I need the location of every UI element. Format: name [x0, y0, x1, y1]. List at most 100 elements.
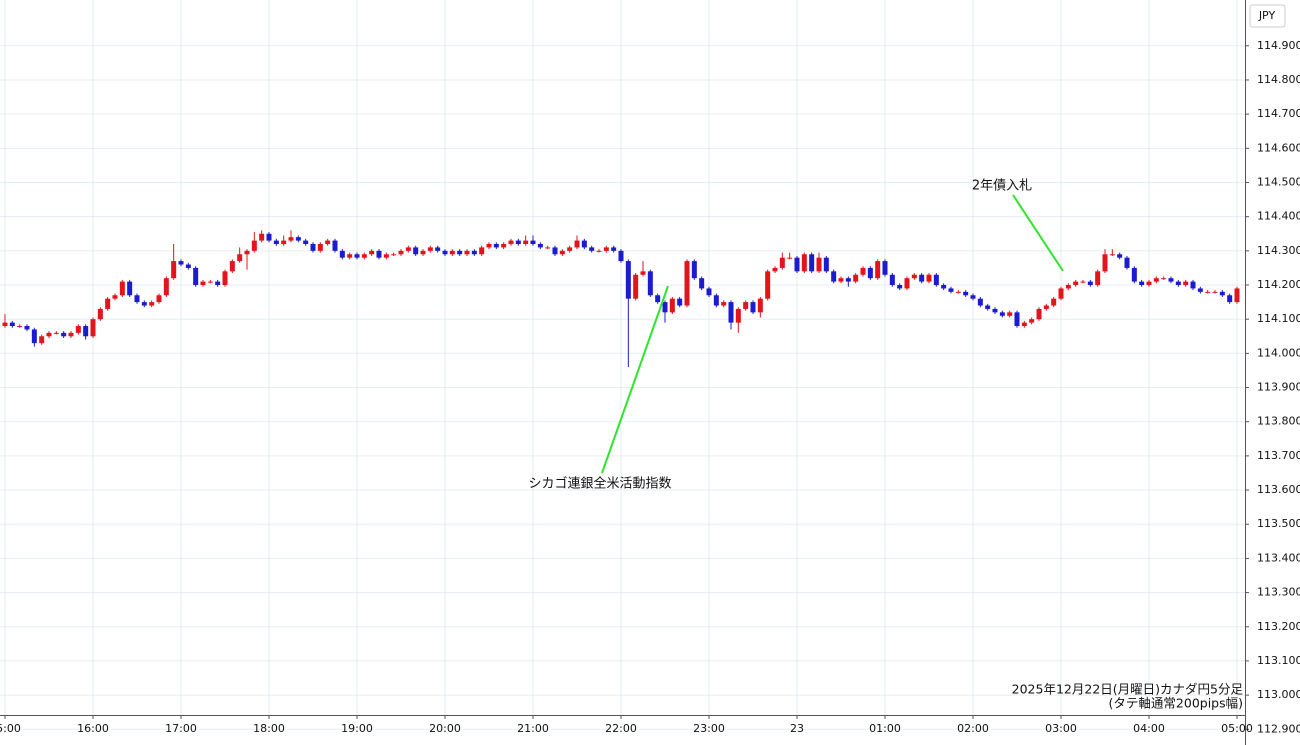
candle-body — [501, 244, 507, 248]
candle-body — [889, 274, 895, 286]
candle-body — [61, 332, 67, 337]
candle-body — [1161, 278, 1167, 280]
candle-body — [39, 336, 45, 344]
chart-note: 2025年12月22日(月曜日)カナダ円5分足 — [1012, 682, 1244, 697]
candle-body — [618, 250, 624, 262]
candle-body — [757, 298, 763, 313]
y-tick-label: 113.900 — [1257, 381, 1300, 394]
candle-body — [1058, 288, 1064, 299]
y-tick-label: 114.800 — [1257, 73, 1300, 86]
candle-body — [420, 250, 426, 255]
y-tick-label: 113.100 — [1257, 654, 1300, 667]
candle-body — [53, 332, 59, 334]
candle-body — [251, 240, 257, 251]
candle-body — [83, 326, 89, 337]
y-tick-label: 113.600 — [1257, 483, 1300, 496]
candle-body — [325, 240, 331, 245]
y-axis-panel — [1246, 0, 1300, 745]
unit-box — [1249, 4, 1286, 28]
candle-body — [9, 322, 15, 327]
candle-body — [765, 271, 771, 299]
candle-body — [442, 250, 448, 255]
candle-body — [633, 274, 639, 299]
candle-body — [992, 308, 998, 313]
y-tick-label: 114.000 — [1257, 346, 1300, 359]
candle-body — [691, 261, 697, 279]
candle-body — [750, 302, 756, 313]
candle-body — [955, 291, 961, 293]
candle-body — [31, 329, 37, 344]
candle-body — [266, 233, 272, 241]
candle-body — [200, 281, 206, 286]
candle-body — [68, 332, 74, 337]
candle-body — [677, 298, 683, 306]
candle-body — [1036, 308, 1042, 320]
candle-body — [479, 247, 485, 255]
candle-body — [398, 250, 404, 255]
candle-body — [156, 295, 162, 303]
candle-body — [999, 312, 1005, 316]
candle-body — [259, 233, 265, 241]
candle-body — [229, 261, 235, 272]
candle-body — [1183, 281, 1189, 286]
candle-body — [787, 257, 793, 259]
candle-body — [1087, 281, 1093, 286]
candle-body — [405, 247, 411, 251]
candle-body — [904, 278, 910, 289]
candle-body — [743, 302, 749, 309]
x-tick-label: 03:00 — [1045, 722, 1077, 735]
candle-body — [1007, 312, 1013, 316]
x-tick-label: 18:00 — [253, 722, 285, 735]
y-tick-label: 114.100 — [1257, 312, 1300, 325]
candle-body — [735, 308, 741, 323]
candle-body — [823, 257, 829, 272]
candle-body — [897, 285, 903, 289]
candle-body — [193, 267, 199, 286]
candle-body — [963, 291, 969, 296]
candle-body — [523, 240, 529, 245]
candle-body — [941, 285, 947, 289]
candle-body — [552, 247, 558, 255]
x-tick-label: 19:00 — [341, 722, 373, 735]
candle-body — [119, 281, 125, 296]
candle-body — [2, 322, 8, 327]
candle-body — [112, 295, 118, 299]
candle-body — [581, 240, 587, 248]
candle-body — [178, 261, 184, 265]
candle-body — [706, 288, 712, 296]
candle-body — [90, 319, 96, 337]
candle-body — [772, 267, 778, 272]
candle-body — [1139, 281, 1145, 286]
candle-body — [611, 247, 617, 251]
candle-body — [970, 295, 976, 299]
candle-body — [17, 326, 23, 328]
candle-body — [1080, 281, 1086, 283]
y-tick-label: 114.700 — [1257, 107, 1300, 120]
candle-body — [1168, 278, 1174, 282]
x-tick-label: 21:00 — [517, 722, 549, 735]
candle-body — [207, 281, 213, 283]
candle-body — [728, 302, 734, 323]
candle-body — [24, 326, 30, 330]
candle-body — [185, 264, 191, 268]
candle-body — [486, 244, 492, 248]
x-tick-label: 04:00 — [1133, 722, 1165, 735]
candle-body — [295, 237, 301, 241]
candle-body — [1146, 281, 1152, 286]
x-tick-label: 15:00 — [0, 722, 21, 735]
candle-body — [222, 271, 228, 286]
y-tick-label: 113.700 — [1257, 449, 1300, 462]
annotation: 2年債入札 — [972, 179, 1032, 194]
candle-body — [435, 247, 441, 251]
candle-body — [1131, 267, 1137, 282]
candle-body — [647, 271, 653, 296]
candle-body — [288, 237, 294, 241]
candle-body — [163, 278, 169, 296]
candle-body — [713, 295, 719, 306]
candle-body — [244, 250, 250, 255]
candle-body — [1212, 291, 1218, 293]
candle-body — [779, 257, 785, 268]
grid — [0, 0, 1245, 730]
